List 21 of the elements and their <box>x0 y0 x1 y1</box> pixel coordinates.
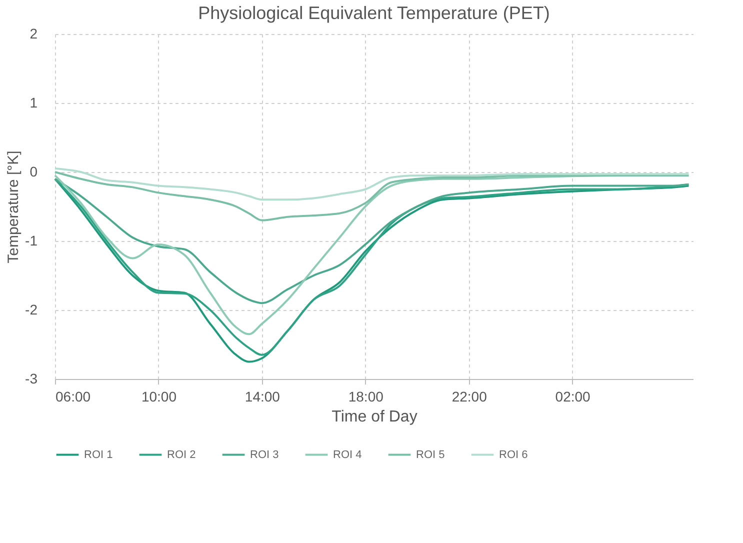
x-tick-label: 14:00 <box>244 388 280 404</box>
x-axis-title: Time of Day <box>332 408 418 426</box>
legend-label: ROI 4 <box>333 448 362 461</box>
legend-label: ROI 5 <box>416 448 445 461</box>
x-tick-label: 06:00 <box>56 388 91 404</box>
y-tick-label: 0 <box>30 164 38 180</box>
y-axis-title: Temperature [°K] <box>5 150 22 264</box>
legend-label: ROI 2 <box>167 448 196 461</box>
x-tick-label: 02:00 <box>555 388 591 404</box>
x-tick-label: 10:00 <box>141 388 177 404</box>
x-tick-label: 22:00 <box>452 388 488 404</box>
y-tick-label: -1 <box>25 232 38 248</box>
legend-label: ROI 1 <box>84 448 113 461</box>
chart-title: Physiological Equivalent Temperature (PET) <box>198 3 550 23</box>
x-tick-label: 18:00 <box>348 388 384 404</box>
y-tick-label: -3 <box>25 370 38 386</box>
y-tick-label: 2 <box>30 26 38 42</box>
legend-label: ROI 3 <box>250 448 279 461</box>
y-tick-label: -2 <box>25 302 38 318</box>
legend-label: ROI 6 <box>499 448 528 461</box>
y-tick-label: 1 <box>30 94 38 110</box>
